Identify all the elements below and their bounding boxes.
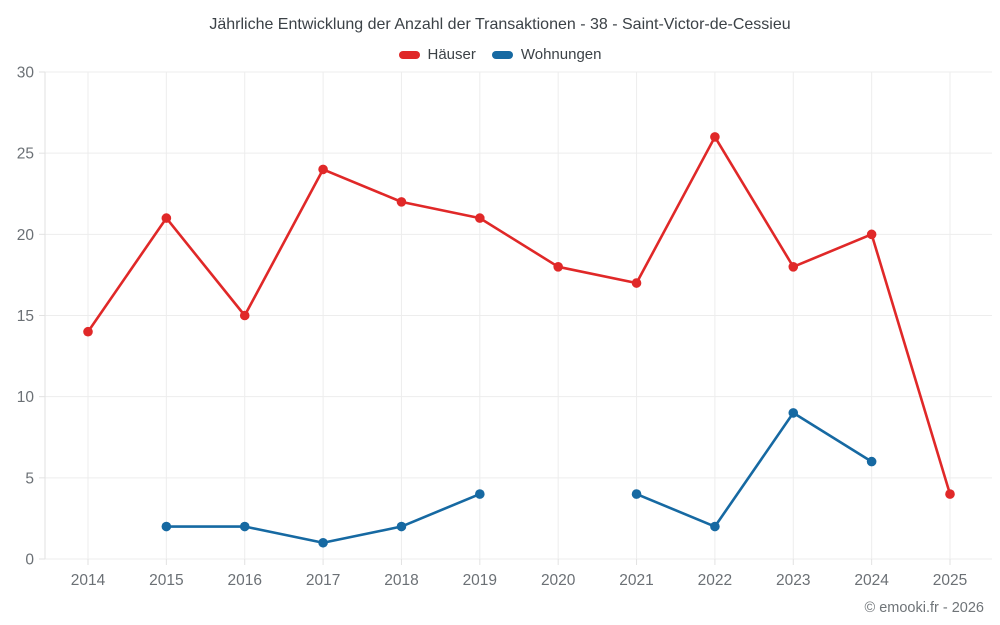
y-tick-label: 10 <box>17 389 35 406</box>
data-point-häuser-2019[interactable] <box>475 213 485 223</box>
legend: Häuser Wohnungen <box>0 46 1000 63</box>
data-point-wohnungen-2024[interactable] <box>866 456 877 467</box>
data-point-häuser-2016[interactable] <box>239 310 250 321</box>
data-point-wohnungen-2018[interactable] <box>396 521 407 532</box>
x-tick-label: 2024 <box>854 572 889 589</box>
y-tick-label: 0 <box>25 552 34 569</box>
data-point-wohnungen-2019[interactable] <box>475 489 485 499</box>
legend-swatch-wohnungen-icon <box>491 50 513 59</box>
legend-label-haeuser: Häuser <box>427 46 476 63</box>
series-line-häuser <box>86 135 952 496</box>
data-point-wohnungen-2017[interactable] <box>318 537 328 548</box>
data-point-häuser-2021[interactable] <box>631 278 642 288</box>
data-point-häuser-2022[interactable] <box>710 132 720 142</box>
chart-title: Jährliche Entwicklung der Anzahl der Tra… <box>209 16 791 33</box>
data-point-häuser-2025[interactable] <box>945 489 955 499</box>
data-point-wohnungen-2016[interactable] <box>239 521 250 532</box>
data-point-häuser-2017[interactable] <box>318 164 328 175</box>
data-point-wohnungen-2022[interactable] <box>710 521 720 532</box>
data-point-häuser-2018[interactable] <box>396 197 407 207</box>
legend-item-haeuser[interactable]: Häuser <box>398 46 476 63</box>
data-point-wohnungen-2015[interactable] <box>161 521 172 532</box>
x-tick-label: 2021 <box>619 572 653 589</box>
data-point-wohnungen-2021[interactable] <box>631 489 642 499</box>
x-tick-label: 2020 <box>541 572 576 589</box>
x-tick-label: 2022 <box>698 572 732 589</box>
x-tick-label: 2014 <box>71 572 106 589</box>
data-point-häuser-2020[interactable] <box>553 262 563 272</box>
x-tick-label: 2015 <box>149 572 183 589</box>
y-tick-label: 15 <box>17 308 34 325</box>
y-tick-label: 30 <box>17 65 35 82</box>
x-tick-label: 2018 <box>384 572 418 589</box>
legend-swatch-haeuser-icon <box>398 50 420 59</box>
data-point-häuser-2024[interactable] <box>866 229 877 240</box>
data-point-häuser-2023[interactable] <box>788 262 799 272</box>
y-tick-label: 25 <box>17 146 34 163</box>
data-point-wohnungen-2023[interactable] <box>788 408 799 418</box>
legend-item-wohnungen[interactable]: Wohnungen <box>491 46 602 63</box>
y-tick-label: 5 <box>25 470 34 487</box>
x-tick-label: 2023 <box>776 572 810 589</box>
series-line-wohnungen <box>635 411 873 528</box>
legend-label-wohnungen: Wohnungen <box>520 46 602 63</box>
data-point-häuser-2015[interactable] <box>161 213 172 223</box>
y-tick-label: 20 <box>17 227 35 244</box>
x-tick-label: 2016 <box>227 572 261 589</box>
x-tick-label: 2019 <box>463 572 497 589</box>
x-tick-label: 2025 <box>933 572 967 589</box>
x-tick-label: 2017 <box>306 572 340 589</box>
data-point-häuser-2014[interactable] <box>83 326 93 337</box>
copyright-notice: © emooki.fr - 2026 <box>864 600 984 616</box>
